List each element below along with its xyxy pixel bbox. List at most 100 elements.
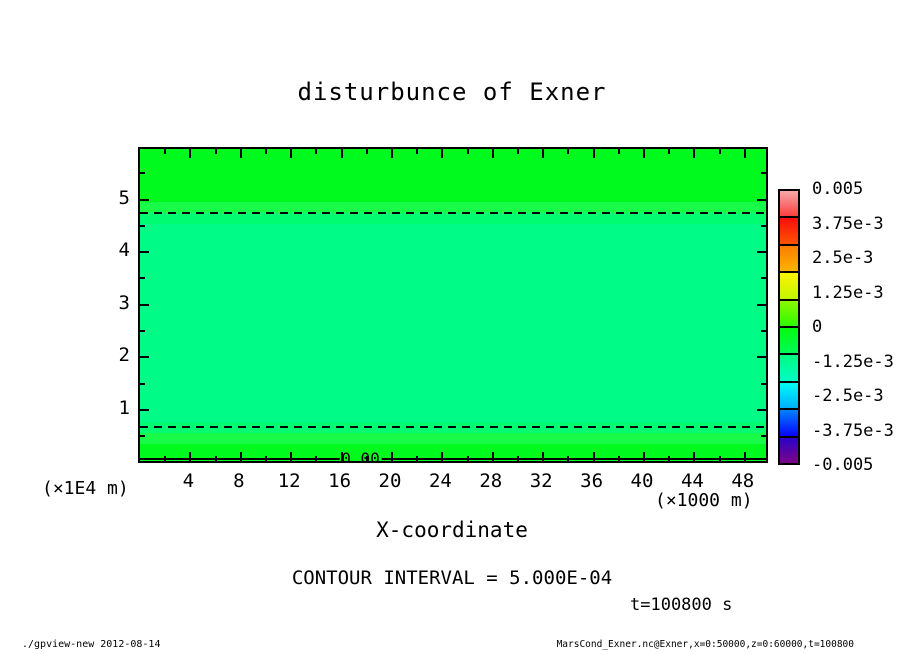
x-tick-label: 36: [580, 470, 604, 492]
y-axis-tick: [140, 356, 149, 359]
x-axis-tick: [743, 149, 746, 158]
x-axis-tick: [567, 456, 570, 461]
y-tick-label: 4: [118, 239, 130, 262]
x-axis-tick: [743, 452, 746, 461]
y-axis-tick: [140, 198, 149, 201]
x-tick-label: 12: [277, 470, 301, 492]
x-axis-tick: [164, 149, 167, 154]
y-tick-label: 2: [118, 344, 130, 367]
contour-fill-band: [140, 444, 766, 461]
x-axis-unit: (×1000 m): [655, 490, 753, 511]
colorbar-tick-label: 1.25e-3: [812, 282, 884, 303]
x-axis-tick: [718, 149, 721, 154]
x-axis-tick: [265, 456, 267, 461]
colorbar-color-block: [780, 300, 798, 329]
y-axis-tick: [757, 356, 766, 359]
x-axis-tick: [164, 456, 167, 461]
colorbar-color-block: [780, 355, 798, 383]
x-axis-tick: [643, 149, 645, 158]
colorbar-tick-label: 0.005: [812, 179, 864, 199]
contour-fill-band: [140, 149, 766, 203]
x-axis-tick: [441, 149, 444, 158]
dashed-contour-line: [140, 425, 766, 428]
x-tick-label: 24: [428, 470, 452, 492]
x-axis-tick: [668, 149, 671, 154]
y-tick-label: 5: [118, 186, 130, 209]
y-tick-label: 1: [118, 396, 130, 419]
colorbar-tick-label: -3.75e-3: [812, 420, 894, 441]
y-axis-tick: [140, 224, 145, 227]
colorbar-tick-label: -1.25e-3: [812, 351, 894, 372]
x-axis-tick: [542, 149, 545, 158]
x-axis-tick: [315, 149, 318, 154]
x-axis-tick: [290, 149, 293, 158]
y-axis-tick: [757, 303, 766, 306]
x-axis-tick: [592, 452, 595, 461]
x-axis-tick: [517, 456, 519, 461]
time-annotation: t=100800 s: [630, 595, 733, 615]
contour-fill-band: [140, 433, 766, 445]
y-axis-tick: [140, 382, 145, 385]
contour-fill-band: [140, 202, 766, 214]
x-axis-tick: [214, 149, 217, 154]
y-axis-tick: [757, 198, 766, 201]
x-tick-label: 48: [731, 470, 755, 492]
y-axis-tick: [140, 330, 145, 332]
x-axis-tick: [441, 452, 444, 461]
x-axis-tick: [340, 452, 343, 461]
x-axis-tick: [239, 452, 242, 461]
contour-fill-band: [140, 213, 766, 225]
colorbar-tick-label: -2.5e-3: [812, 386, 884, 406]
x-axis-tick: [391, 452, 393, 461]
colorbar-tick-label: 0: [812, 317, 823, 337]
x-axis-tick: [617, 149, 620, 154]
y-axis-tick: [761, 382, 766, 385]
x-axis-tick: [265, 149, 267, 154]
x-axis-tick: [290, 452, 293, 461]
y-axis-tick: [761, 435, 766, 438]
y-axis-tick: [140, 303, 149, 306]
x-axis-tick: [592, 149, 595, 158]
x-axis-tick: [416, 149, 419, 154]
x-axis-tick: [643, 452, 645, 461]
y-axis-tick: [757, 251, 766, 254]
x-tick-label: 8: [233, 470, 245, 492]
colorbar-color-block: [780, 273, 798, 301]
colorbar-color-block: [780, 218, 798, 246]
x-tick-label: 20: [378, 470, 402, 492]
x-tick-label: 4: [182, 470, 195, 492]
x-axis-tick: [189, 452, 192, 461]
x-axis-tick: [542, 452, 545, 461]
contour-line-label: 0.00: [339, 450, 382, 461]
x-axis-tick: [617, 456, 620, 461]
footer-command: ./gpview-new 2012-08-14: [22, 639, 161, 650]
x-axis-tick: [189, 149, 192, 158]
y-axis-tick: [140, 172, 145, 175]
x-axis-tick: [239, 149, 242, 158]
x-axis-tick: [340, 149, 343, 158]
y-axis-tick: [761, 172, 766, 175]
footer-source: MarsCond_Exner.nc@Exner,x=0:50000,z=0:60…: [556, 639, 854, 650]
contour-fill-band: [140, 224, 766, 422]
colorbar-color-block: [780, 328, 798, 356]
y-axis-unit: (×1E4 m): [42, 478, 129, 499]
dashed-contour-line: [140, 212, 766, 215]
x-axis-tick: [416, 456, 419, 461]
y-axis-tick: [140, 251, 149, 254]
y-tick-label: 3: [118, 291, 130, 314]
plot-title: disturbunce of Exner: [297, 78, 607, 106]
x-axis-tick: [693, 149, 696, 158]
colorbar: [778, 189, 800, 465]
y-axis-tick: [140, 408, 149, 411]
colorbar-tick-label: 2.5e-3: [812, 248, 874, 268]
x-axis-tick: [365, 456, 368, 461]
y-axis-tick: [761, 277, 766, 280]
x-axis-tick: [567, 149, 570, 154]
y-axis-tick: [761, 330, 766, 332]
contour-interval-note: CONTOUR INTERVAL = 5.000E-04: [291, 567, 613, 589]
y-axis-tick: [140, 277, 145, 280]
colorbar-color-block: [780, 245, 798, 274]
colorbar-color-block: [780, 410, 798, 438]
x-axis-label: X-coordinate: [376, 518, 528, 542]
